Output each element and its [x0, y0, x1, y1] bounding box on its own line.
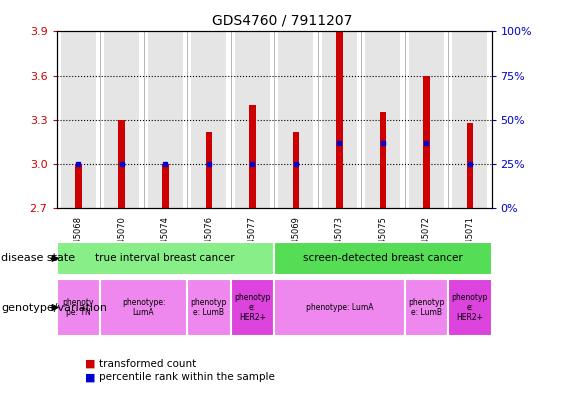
Bar	[405, 279, 448, 336]
Text: phenotype: LumA: phenotype: LumA	[306, 303, 373, 312]
Bar	[187, 279, 231, 336]
Bar	[293, 132, 299, 208]
Bar	[274, 279, 405, 336]
Text: screen-detected breast cancer: screen-detected breast cancer	[303, 253, 463, 263]
Text: phenoty
pe: TN: phenoty pe: TN	[63, 298, 94, 317]
Bar	[380, 112, 386, 208]
Text: percentile rank within the sample: percentile rank within the sample	[99, 372, 275, 382]
Bar	[336, 31, 342, 208]
Text: ■: ■	[85, 358, 99, 369]
Bar	[61, 31, 95, 208]
Bar	[467, 123, 473, 208]
Bar	[192, 31, 226, 208]
Bar	[105, 31, 139, 208]
Text: phenotype:
LumA: phenotype: LumA	[122, 298, 165, 317]
Text: disease state: disease state	[1, 253, 75, 263]
Text: GDS4760 / 7911207: GDS4760 / 7911207	[212, 14, 353, 28]
Bar	[56, 279, 100, 336]
Text: true interval breast cancer: true interval breast cancer	[95, 253, 235, 263]
Bar	[148, 31, 182, 208]
Text: phenotyp
e:
HER2+: phenotyp e: HER2+	[451, 293, 488, 322]
Bar	[206, 132, 212, 208]
Bar	[162, 164, 168, 208]
Bar	[249, 105, 255, 208]
Bar	[274, 242, 492, 275]
Text: genotype/variation: genotype/variation	[1, 303, 107, 312]
Bar	[75, 164, 81, 208]
Bar	[423, 75, 429, 208]
Bar	[279, 31, 313, 208]
Bar	[453, 31, 487, 208]
Bar	[322, 31, 357, 208]
Text: phenotyp
e: LumB: phenotyp e: LumB	[190, 298, 227, 317]
Bar	[119, 120, 125, 208]
Bar	[235, 31, 270, 208]
Bar	[366, 31, 400, 208]
Text: phenotyp
e: LumB: phenotyp e: LumB	[408, 298, 445, 317]
Bar	[231, 279, 274, 336]
Bar	[448, 279, 492, 336]
Bar	[56, 242, 274, 275]
Text: transformed count: transformed count	[99, 358, 196, 369]
Text: phenotyp
e:
HER2+: phenotyp e: HER2+	[234, 293, 271, 322]
Bar	[100, 279, 187, 336]
Bar	[409, 31, 444, 208]
Text: ■: ■	[85, 372, 99, 382]
